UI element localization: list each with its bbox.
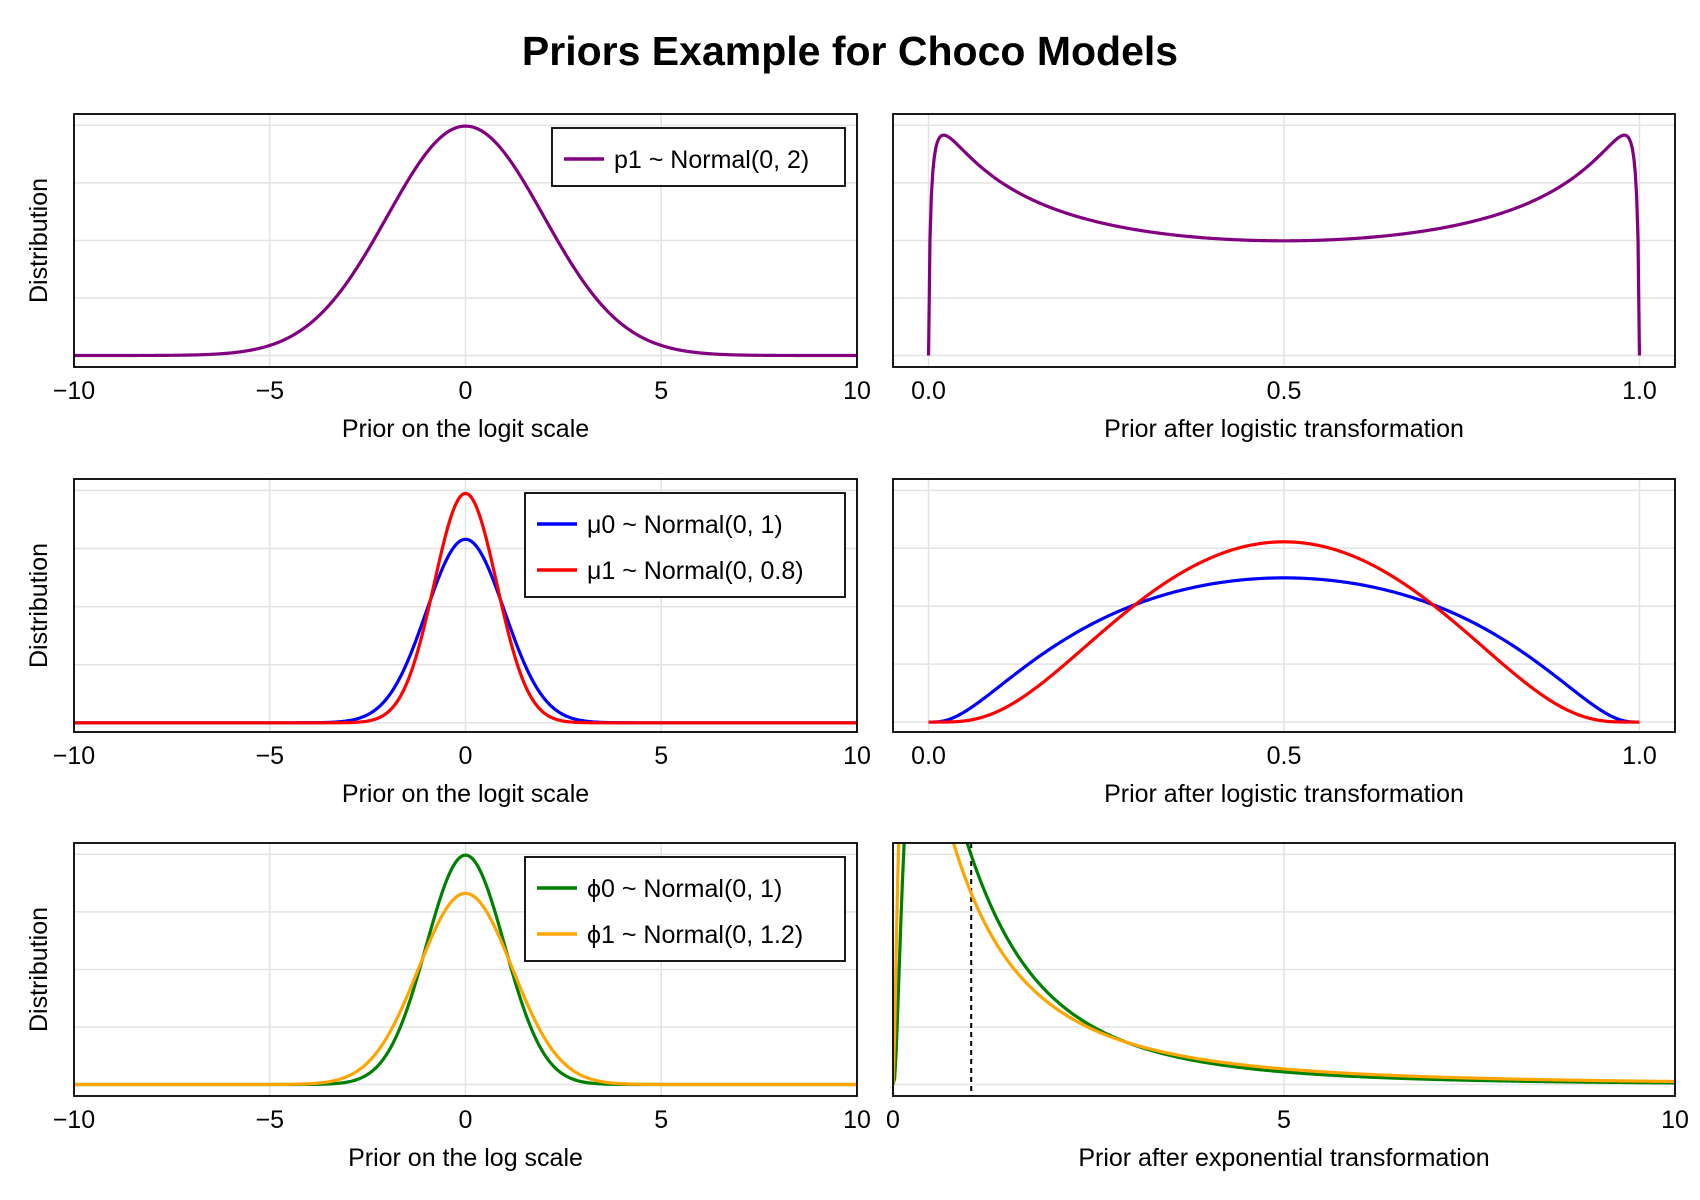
x-tick-label: 0 [459,1106,473,1134]
y-axis-label: Distribution [25,178,53,303]
series-line-2 [928,540,1640,724]
panel-p1-prob: 0.0 0.5 1.0 Prior after logistic transforma… [892,113,1676,443]
x-tick-label: 0.0 [911,742,946,770]
plot-frame [892,842,1676,1097]
legend-box [551,127,846,187]
x-tick-label: 5 [654,377,668,405]
legend-label: p1 ~ Normal(0, 2) [614,146,809,174]
x-tick-label: −10 [53,1106,95,1134]
chart-title: Priors Example for Choco Models [521,28,1179,74]
panel-mu-prob: 0.0 0.5 1.0 Prior after logistic transforma… [892,478,1676,808]
x-tick-label: 0 [459,742,473,770]
series-line-1 [926,133,1642,356]
x-axis-label: Prior after exponential transformation [1078,1144,1489,1172]
legend-box [524,856,846,962]
y-axis-label: Distribution [25,907,53,1032]
series-line-2 [74,891,857,1087]
x-tick-label: −10 [53,377,95,405]
x-tick-label: −5 [255,742,284,770]
legend-label: ϕ0 ~ Normal(0, 1) [587,875,782,903]
legend: μ0 ~ Normal(0, 1) μ1 ~ Normal(0, 0.8) [524,492,846,598]
x-tick-label: 10 [1661,1106,1689,1134]
x-tick-label: 0.0 [911,377,946,405]
x-tick-label: 0 [459,377,473,405]
plot-frame [892,478,1676,733]
panel-mu-logit: −10 −5 0 5 10 Prior on the logit scale Distrib… [25,478,871,808]
series-line-1 [74,124,857,358]
series-line-1 [893,843,1675,1085]
plot-frame [892,113,1676,368]
legend-label: μ1 ~ Normal(0, 0.8) [587,557,804,585]
x-tick-label: −5 [255,377,284,405]
x-tick-label: 0.5 [1267,742,1302,770]
x-axis-label: Prior after logistic transformation [1104,780,1464,808]
x-tick-label: 1.0 [1622,742,1657,770]
panel-phi-exp: 0 5 10 Prior after exponential transformati… [886,842,1689,1172]
x-axis-label: Prior on the log scale [348,1144,583,1172]
x-axis-label: Prior on the logit scale [342,415,589,443]
x-tick-label: 0 [886,1106,900,1134]
x-tick-label: 5 [1277,1106,1291,1134]
x-tick-label: −10 [53,742,95,770]
plot-frame [73,842,858,1097]
legend: p1 ~ Normal(0, 2) [551,127,846,187]
x-axis-label: Prior on the logit scale [342,780,589,808]
x-tick-label: 10 [843,742,871,770]
x-tick-label: 1.0 [1622,377,1657,405]
x-tick-label: 0.5 [1267,377,1302,405]
series-line-2 [893,843,1675,1085]
panel-p1-logit: −10 −5 0 5 10 Prior on the logit scale Distrib… [25,113,871,443]
x-tick-label: 5 [654,742,668,770]
series-line-1 [928,576,1640,724]
y-axis-label: Distribution [25,543,53,668]
series-line-2 [74,491,857,725]
legend-label: μ0 ~ Normal(0, 1) [587,511,783,539]
legend: ϕ0 ~ Normal(0, 1) ϕ1 ~ Normal(0, 1.2) [524,856,846,962]
panel-phi-log: −10 −5 0 5 10 Prior on the log scale Distribut… [25,842,871,1172]
plot-frame [73,478,858,733]
legend-box [524,492,846,598]
x-tick-label: 10 [843,1106,871,1134]
x-axis-label: Prior after logistic transformation [1104,415,1464,443]
legend-label: ϕ1 ~ Normal(0, 1.2) [587,921,803,949]
x-tick-label: −5 [255,1106,284,1134]
x-tick-label: 10 [843,377,871,405]
x-tick-label: 5 [654,1106,668,1134]
plot-frame [73,113,858,368]
